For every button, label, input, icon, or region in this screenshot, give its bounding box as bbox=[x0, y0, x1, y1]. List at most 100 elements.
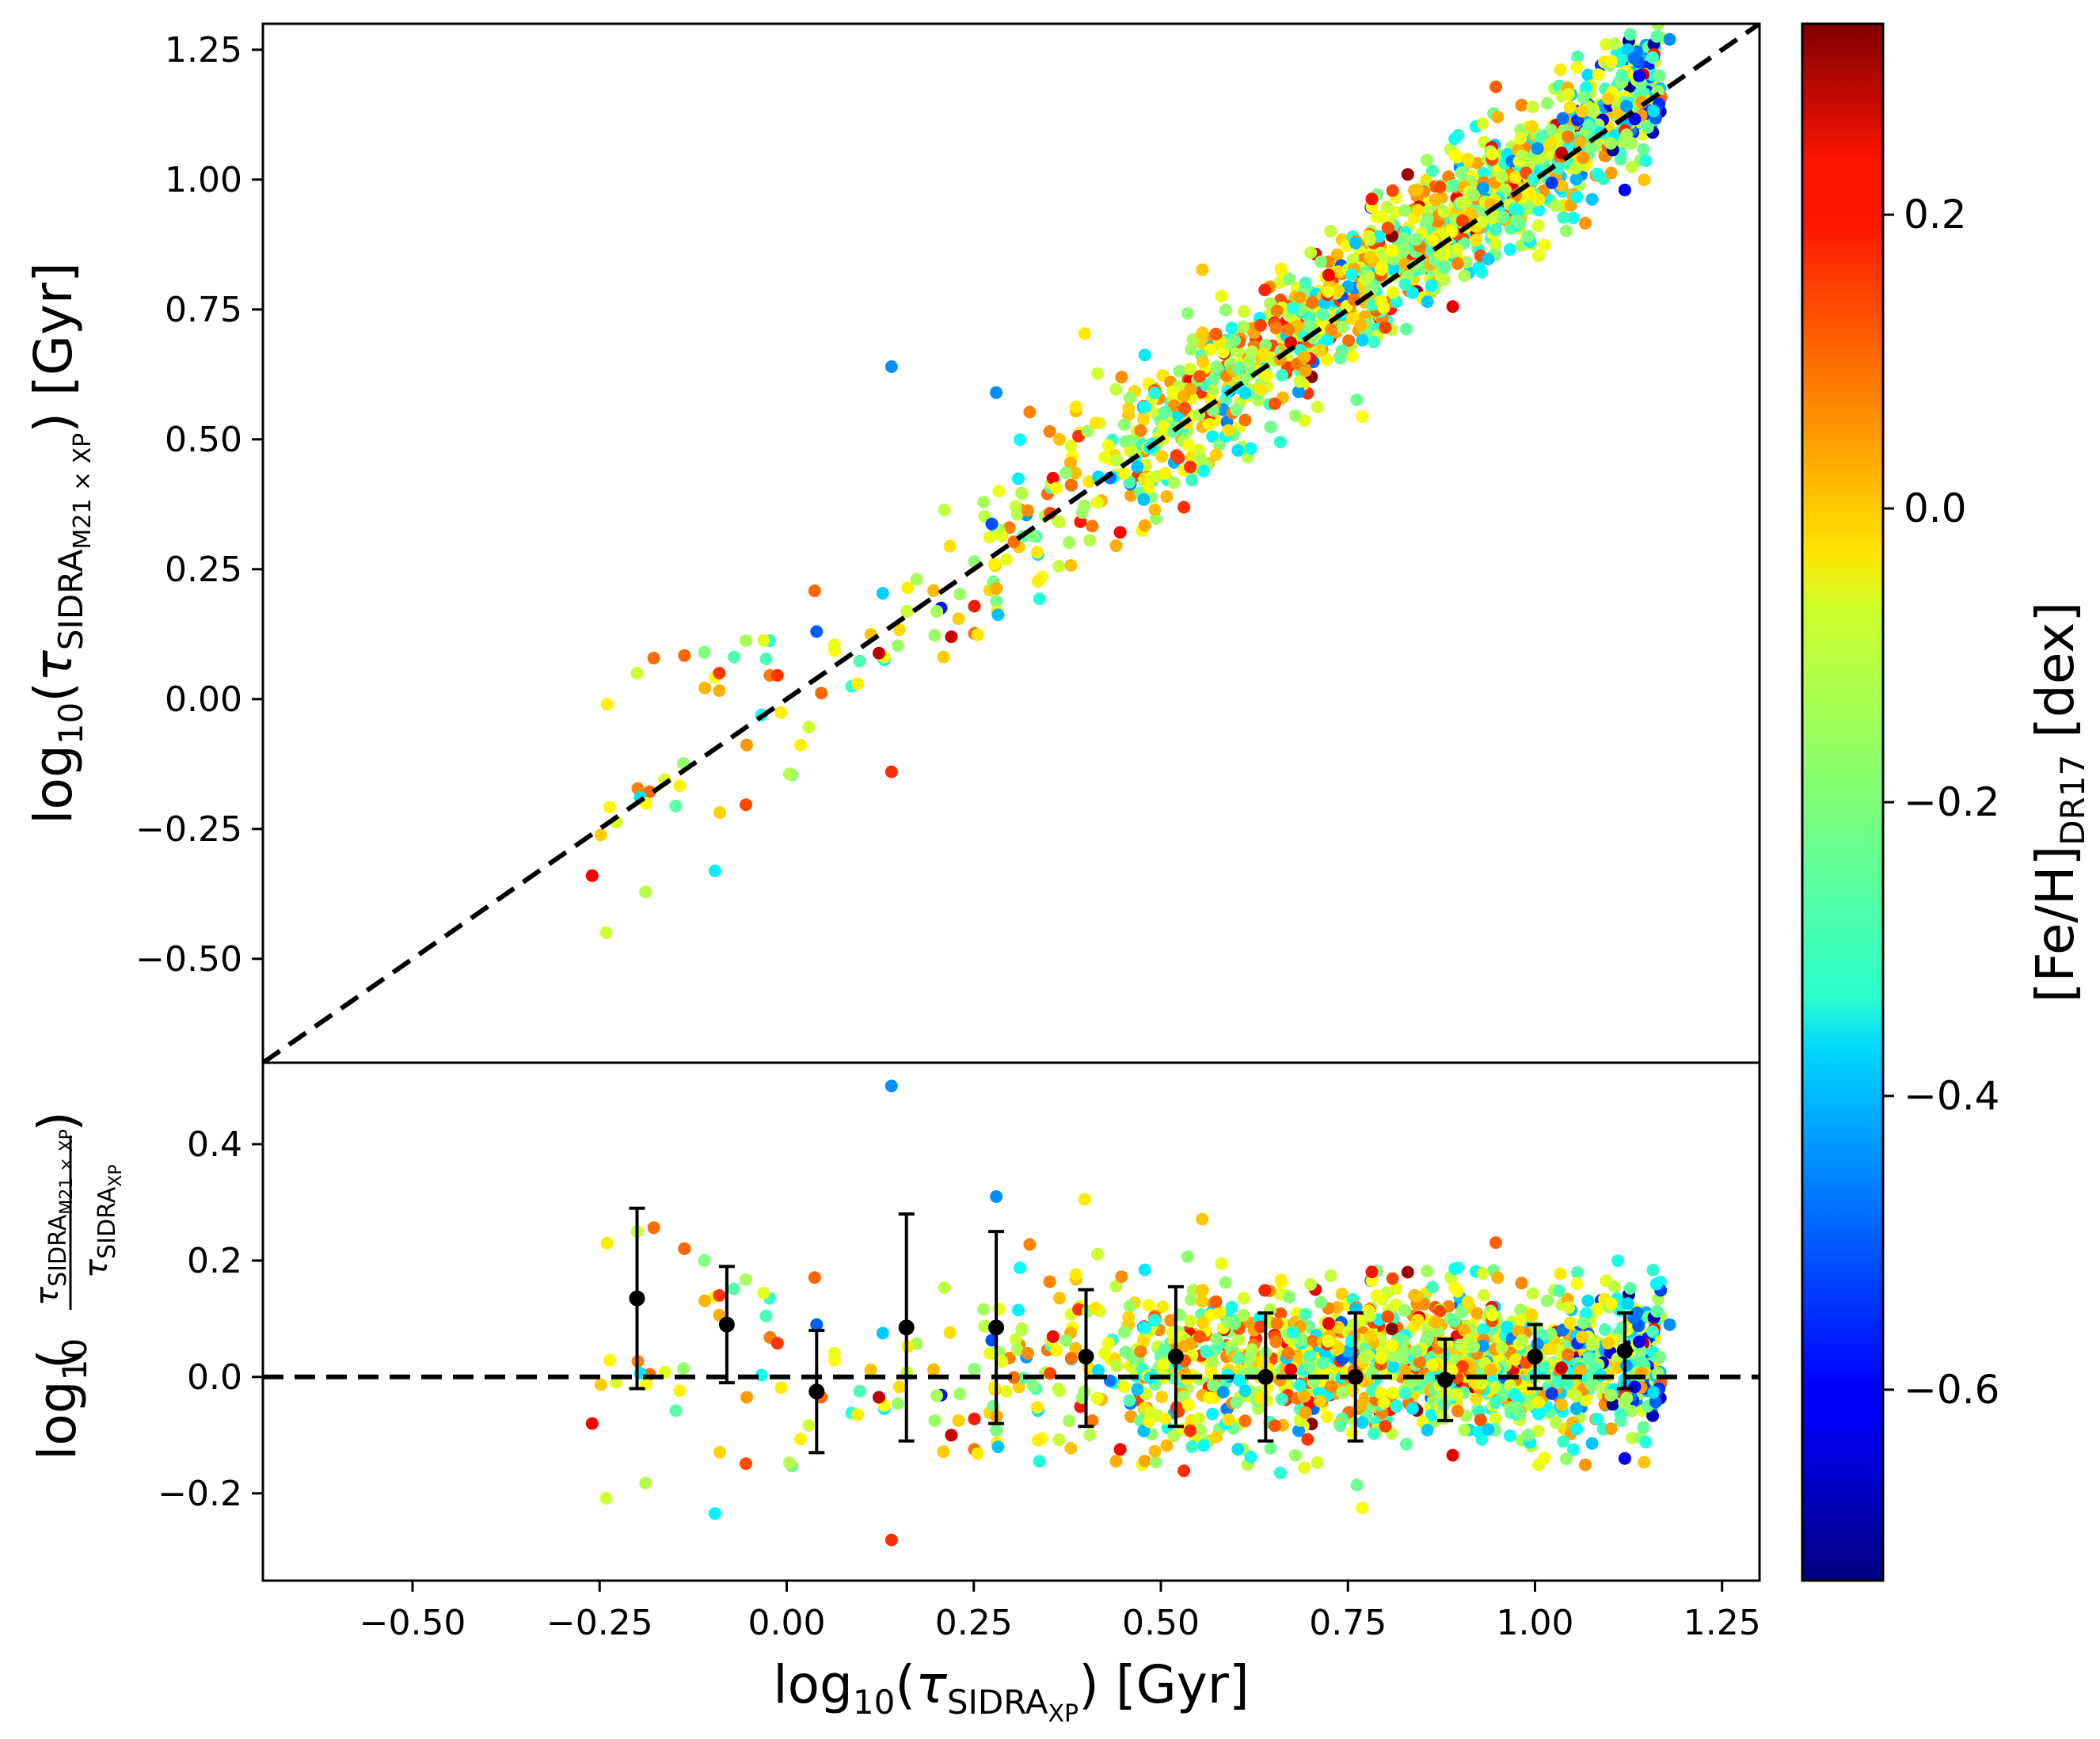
bottom-star-point bbox=[1585, 1338, 1599, 1352]
top-star-point bbox=[1195, 327, 1208, 341]
top-star-point bbox=[739, 634, 752, 647]
bottom-star-point bbox=[1611, 1254, 1624, 1268]
top-star-point bbox=[1123, 391, 1136, 405]
bottom-star-point bbox=[1633, 1335, 1646, 1349]
top-star-point bbox=[815, 687, 828, 700]
top-y-ticks: −0.50 −0.25 0.00 0.25 0.50 0.75 1.00 1.25 bbox=[135, 30, 263, 980]
bottom-star-point bbox=[1064, 1352, 1078, 1365]
bottom-star-point bbox=[1554, 1361, 1568, 1375]
bottom-star-point bbox=[1509, 1353, 1522, 1366]
bottom-star-point bbox=[1364, 1330, 1377, 1343]
top-star-point bbox=[1316, 308, 1330, 322]
top-star-point bbox=[1137, 413, 1150, 426]
bottom-star-point bbox=[1620, 1359, 1633, 1372]
bottom-star-point bbox=[1295, 1334, 1307, 1347]
bottom-star-point bbox=[1101, 1337, 1115, 1350]
bottom-star-point bbox=[1206, 1356, 1219, 1369]
bottom-star-point bbox=[1526, 1287, 1539, 1300]
top-star-point bbox=[1592, 68, 1605, 82]
bottom-star-point bbox=[1138, 1263, 1151, 1277]
top-star-point bbox=[1336, 321, 1349, 334]
bottom-star-point bbox=[999, 1385, 1013, 1398]
top-star-point bbox=[1472, 261, 1486, 274]
top-star-point bbox=[782, 767, 796, 781]
top-star-point bbox=[713, 806, 726, 820]
svg-text:): ) bbox=[27, 1111, 88, 1132]
bottom-star-point bbox=[891, 1397, 904, 1410]
bottom-star-point bbox=[995, 1355, 1009, 1368]
bottom-star-point bbox=[669, 1404, 683, 1417]
bottom-x-ticks: −0.50 −0.25 0.00 0.25 0.50 0.75 1.00 1.25 bbox=[360, 1581, 1761, 1643]
bottom-star-point bbox=[1639, 1436, 1653, 1448]
bottom-star-point bbox=[1577, 1316, 1590, 1330]
top-star-point bbox=[1654, 2, 1667, 14]
bottom-star-point bbox=[930, 1389, 944, 1402]
top-star-point bbox=[1014, 433, 1027, 447]
top-y-tick-label: 0.00 bbox=[165, 679, 242, 720]
bottom-star-point bbox=[1284, 1363, 1297, 1376]
bottom-star-point bbox=[1298, 1461, 1311, 1475]
top-star-point bbox=[1555, 179, 1569, 192]
top-star-point bbox=[669, 799, 683, 812]
bottom-star-point bbox=[1569, 1389, 1583, 1402]
bottom-star-point bbox=[1063, 1414, 1075, 1428]
bottom-star-point bbox=[1398, 1364, 1412, 1377]
bottom-star-point bbox=[1274, 1273, 1288, 1286]
top-star-point bbox=[808, 584, 821, 598]
top-star-point bbox=[1172, 451, 1185, 465]
top-star-point bbox=[1380, 200, 1394, 214]
top-star-point bbox=[1110, 454, 1124, 467]
bottom-panel: −0.2 0.0 0.2 0.4 −0.50 −0.25 0.00 0.25 0.50 0.75… bbox=[158, 1061, 1761, 1643]
top-star-point bbox=[1524, 187, 1537, 200]
bottom-star-point bbox=[1117, 1326, 1131, 1339]
bottom-star-point bbox=[1540, 1294, 1554, 1307]
top-star-point bbox=[1002, 521, 1016, 535]
bottom-star-point bbox=[1243, 1351, 1257, 1364]
bottom-star-point bbox=[1387, 1360, 1400, 1373]
bottom-star-point bbox=[1275, 1392, 1288, 1406]
top-star-point bbox=[1368, 336, 1381, 348]
bottom-star-point bbox=[1570, 1277, 1584, 1290]
bottom-star-point bbox=[1069, 1341, 1082, 1355]
bottom-star-point bbox=[938, 1281, 951, 1294]
bottom-star-point bbox=[1646, 1263, 1660, 1277]
top-star-point bbox=[1181, 306, 1194, 320]
top-scatter-points bbox=[585, 2, 1676, 939]
bottom-star-point bbox=[1144, 1406, 1158, 1419]
top-star-point bbox=[1322, 268, 1335, 282]
top-star-point bbox=[1293, 291, 1307, 304]
bottom-star-point bbox=[952, 1414, 965, 1427]
median-errorbar bbox=[718, 1265, 735, 1385]
bottom-star-point bbox=[1298, 1390, 1311, 1403]
top-star-point bbox=[1641, 120, 1654, 134]
top-star-point bbox=[1421, 295, 1434, 308]
bottom-star-point bbox=[1303, 1359, 1316, 1372]
top-star-point bbox=[1577, 91, 1590, 105]
bottom-star-point bbox=[1232, 1373, 1246, 1387]
bottom-axes-frame bbox=[261, 1061, 1761, 1582]
top-star-point bbox=[1181, 439, 1195, 452]
top-y-axis-label: log10(τSIDRAM21 × XP) [Gyr] bbox=[23, 262, 97, 824]
top-star-point bbox=[1538, 238, 1551, 252]
top-star-point bbox=[1098, 451, 1111, 464]
bottom-star-point bbox=[1627, 1311, 1641, 1325]
top-y-tick-label: 0.50 bbox=[165, 420, 242, 460]
top-star-point bbox=[851, 677, 864, 691]
colorbar-ticks: −0.6 −0.4 −0.2 0.0 0.2 bbox=[1883, 192, 1999, 1413]
bottom-star-point bbox=[1167, 1429, 1181, 1443]
top-star-point bbox=[1219, 303, 1232, 317]
bottom-star-point bbox=[1292, 1424, 1305, 1437]
top-star-point bbox=[1270, 304, 1284, 318]
bottom-star-point bbox=[1320, 1410, 1333, 1423]
bottom-star-point bbox=[770, 1337, 784, 1350]
bottom-star-point bbox=[1554, 1267, 1567, 1280]
top-star-point bbox=[1421, 154, 1434, 167]
top-star-point bbox=[1585, 192, 1599, 206]
bottom-star-point bbox=[1109, 1455, 1123, 1468]
bottom-star-point bbox=[1448, 1262, 1462, 1276]
bottom-star-point bbox=[1637, 1421, 1650, 1434]
bottom-star-point bbox=[1257, 1355, 1270, 1368]
bottom-star-point bbox=[1486, 1308, 1499, 1322]
top-star-point bbox=[1398, 204, 1412, 217]
median-point bbox=[1347, 1368, 1364, 1385]
